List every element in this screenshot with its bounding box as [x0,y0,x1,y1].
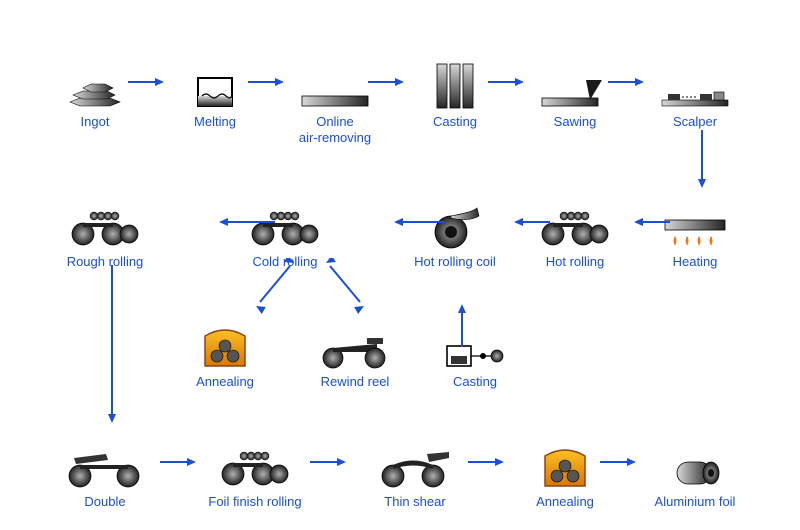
flow-arrow [630,215,670,229]
process-node-casting1: Casting [400,60,510,130]
node-label: Rewind reel [300,374,410,390]
flow-arrow [250,258,300,314]
flow-arrow [248,75,288,89]
flow-arrow [390,215,444,229]
node-label: Double [50,494,160,510]
flow-arrow [160,455,200,469]
node-label: Onlineair-removing [280,114,390,145]
flow-arrow [215,215,275,229]
process-node-rewind: Rewind reel [300,320,410,390]
flow-arrow [600,455,640,469]
scalper-icon [640,60,750,110]
process-node-double: Double [50,440,160,510]
process-node-casting2: Casting [420,320,530,390]
process-node-melting: Melting [160,60,270,130]
node-label: Sawing [520,114,630,130]
flow-arrow [128,75,168,89]
process-node-airremove: Onlineair-removing [280,60,390,145]
flow-arrow [310,455,350,469]
flow-arrow [320,258,370,314]
rollmill-icon [200,440,310,490]
node-label: Annealing [170,374,280,390]
process-node-hotcoil: Hot rolling coil [400,200,510,270]
castbox-icon [420,320,530,370]
node-label: Annealing [510,494,620,510]
node-label: Melting [160,114,270,130]
node-label: Scalper [640,114,750,130]
process-node-thinshear: Thin shear [360,440,470,510]
flow-arrow [695,130,709,192]
process-node-scalper: Scalper [640,60,750,130]
flow-arrow [368,75,408,89]
node-label: Casting [420,374,530,390]
rollmill-icon [50,200,160,250]
roll-icon [640,440,750,490]
flow-arrow [510,215,550,229]
process-node-foilfinish: Foil finish rolling [200,440,310,510]
flow-arrow [488,75,528,89]
shear-icon [360,440,470,490]
process-node-alufoil: Aluminium foil [640,440,750,510]
process-node-heating: Heating [640,200,750,270]
node-label: Foil finish rolling [200,494,310,510]
process-node-hotrolling: Hot rolling [520,200,630,270]
node-label: Casting [400,114,510,130]
process-node-annealing2: Annealing [510,440,620,510]
flow-arrow [468,455,508,469]
process-node-sawing: Sawing [520,60,630,130]
node-label: Ingot [40,114,150,130]
flow-arrow [608,75,648,89]
node-label: Hot rolling coil [400,254,510,270]
furnace-icon [170,320,280,370]
node-label: Heating [640,254,750,270]
rewind-icon [300,320,410,370]
process-node-ingot: Ingot [40,60,150,130]
node-label: Aluminium foil [640,494,750,510]
process-node-annealing1: Annealing [170,320,280,390]
process-node-roughrolling: Rough rolling [50,200,160,270]
flow-arrow [105,265,119,427]
node-label: Thin shear [360,494,470,510]
doubleroll-icon [50,440,160,490]
node-label: Hot rolling [520,254,630,270]
flow-arrow [455,300,469,347]
